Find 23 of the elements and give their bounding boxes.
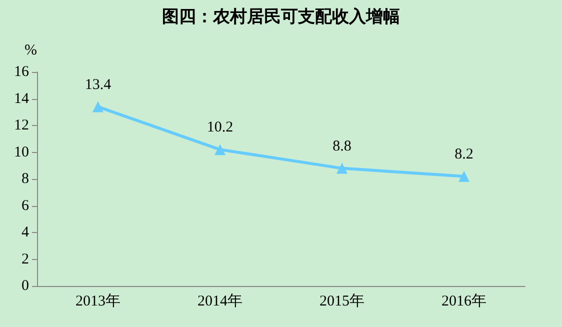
y-tick-label: 8 xyxy=(22,171,29,187)
point xyxy=(92,101,104,112)
y-tick-label: 0 xyxy=(22,278,29,294)
data-label: 8.8 xyxy=(332,138,352,154)
x-tick-label: 2015年 xyxy=(320,292,364,310)
point xyxy=(214,144,226,156)
x-tick-label: 2014年 xyxy=(198,292,242,310)
y-tick-label: 2 xyxy=(22,251,29,268)
data-label: 8.2 xyxy=(454,146,474,162)
point xyxy=(336,162,348,174)
y-tick-label: 14 xyxy=(14,90,30,107)
y-tick-label: 10 xyxy=(14,144,29,160)
data-label: 10.2 xyxy=(206,120,234,136)
x-tick-label: 2016年 xyxy=(442,292,486,310)
x-tick-label: 2013年 xyxy=(76,292,120,310)
y-axis-title: % xyxy=(24,42,37,58)
chart-title: 图四：农村居民可支配收入增幅 xyxy=(162,7,400,26)
data-label: 13.4 xyxy=(84,76,112,93)
y-tick-label: 4 xyxy=(22,224,30,240)
y-tick-label: 12 xyxy=(14,118,29,134)
y-tick-label: 6 xyxy=(22,198,30,214)
y-tick-label: 16 xyxy=(14,64,30,80)
point xyxy=(458,170,470,182)
